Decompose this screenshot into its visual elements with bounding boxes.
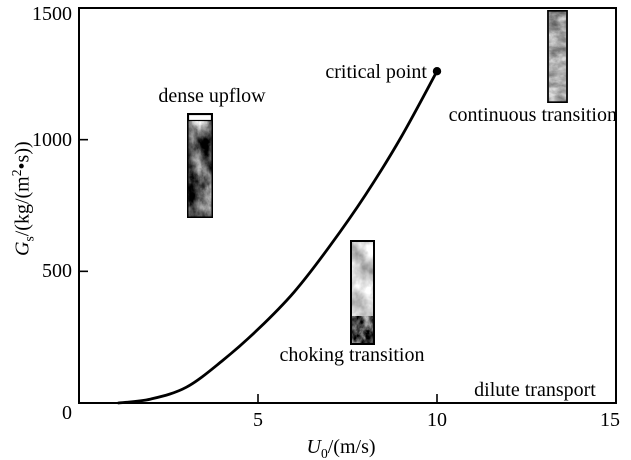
critical-point-marker (432, 67, 442, 76)
x-tick-label: 15 (600, 409, 620, 431)
y-tick-label: 1500 (32, 3, 72, 25)
y-tick-label: 500 (42, 260, 72, 283)
x-tick-label: 5 (253, 409, 263, 431)
y-axis-superscript: 2 (9, 169, 24, 177)
continuous-image (547, 10, 568, 103)
y-axis-variable: G (11, 241, 34, 256)
x-axis-units: /(m/s) (327, 436, 376, 458)
dense-upflow-image (187, 113, 213, 218)
y-axis-label: Gs/(kg/(m2•s)) (4, 141, 43, 256)
y-tick-label: 1000 (32, 128, 72, 151)
y-tick-label: 0 (62, 402, 72, 424)
annotation-choking-transition: choking transition (279, 344, 425, 366)
annotation-dense-upflow: dense upflow (158, 85, 266, 107)
plot-border (78, 7, 617, 404)
x-axis-variable: U (306, 436, 321, 458)
annotation-dilute-transport: dilute transport (474, 379, 596, 401)
y-axis-subscript: s (21, 236, 37, 242)
x-tick-label: 10 (427, 409, 447, 431)
x-axis-subscript: 0 (320, 446, 328, 460)
y-axis-units-left: /(kg/(m (11, 176, 34, 237)
boundary-curve (117, 69, 439, 405)
annotation-continuous-transition: continuous transition (448, 104, 617, 126)
x-axis-label: U0/(m/s) (306, 434, 375, 460)
annotation-critical-point: critical point (325, 61, 427, 83)
y-axis-units-right: •s)) (11, 141, 34, 170)
choking-image (350, 240, 375, 345)
